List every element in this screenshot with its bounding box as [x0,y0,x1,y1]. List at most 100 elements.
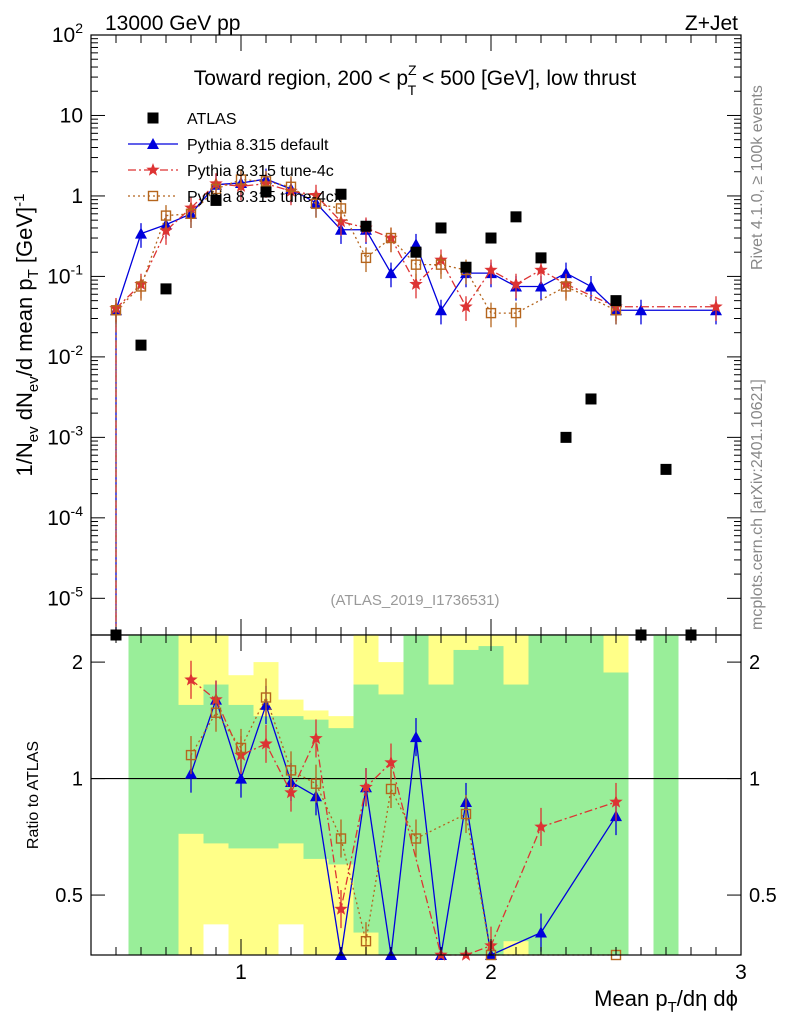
ratio-point [360,935,372,947]
atlas-data-point [560,431,572,443]
ratio-plot-panel: 0.5 0.5 1 1 2 2 1 2 3 Ratio to ATLAS Mean pT/dη … [25,634,777,1016]
band-green [153,635,179,955]
data-point [484,263,498,276]
tick-base: 10 [52,24,75,47]
atlas-data-point [610,295,622,307]
ratio-ytick-label-right: 2 [749,652,760,674]
tick-base: 10 [47,507,70,530]
data-point [260,176,272,187]
band-green [528,635,554,955]
main-ytick-label: 10-1 [47,261,83,288]
data-point [135,281,147,292]
ratio-point [260,692,272,703]
atlas-data-point [360,220,372,232]
data-point [485,307,497,319]
tick-exp: -2 [71,342,84,358]
main-ytick-label: 102 [52,20,83,47]
atlas-data-point [160,283,172,295]
legend-entry: ATLAS [147,111,237,128]
ylabel-c: /d mean p [12,278,37,376]
data-point [534,263,548,276]
atlas-data-point [485,232,497,244]
tick-base: 10 [47,587,70,610]
data-point [385,267,397,279]
data-point [560,281,572,292]
data-point [235,174,247,185]
legend-label: ATLAS [187,111,237,128]
ratio-point [460,808,472,820]
tick-base: 10 [47,426,70,449]
ratio-point [285,765,297,776]
ylabel-d-sup: -1 [11,194,28,207]
data-point [435,259,447,270]
ratio-ytick-label: 1 [72,769,83,791]
data-point [110,305,122,316]
ratio-xlabel: Mean pT/dη dϕ [594,986,738,1016]
band-green [378,694,404,955]
main-ytick-label: 10-3 [47,422,83,449]
legend-label: Pythia 8.315 tune-4cx [187,189,342,206]
data-point [210,183,222,195]
xtick-label: 2 [485,961,497,984]
ratio-point [410,731,422,743]
main-ytick-label: 10-5 [47,583,83,610]
tick-exp: -4 [71,503,84,519]
ratio-point [410,833,422,844]
data-point [409,277,423,290]
xtick-label: 3 [735,961,747,984]
data-point [459,299,473,313]
header-right: Z+Jet [685,12,738,35]
ratio-ytick-label-right: 0.5 [749,885,777,907]
data-point [560,267,572,279]
data-point [709,299,723,313]
ratio-point [235,772,247,784]
data-point [135,227,147,239]
main-ylabel: 1/Nev dNev/d mean pT [GeV]-1 [11,194,42,477]
atlas-data-point [210,194,222,206]
ratio-point [335,833,347,844]
tick-exp: -3 [71,422,84,438]
data-point [159,223,173,237]
data-point [410,259,422,270]
ratio-point [359,780,373,793]
atlas-data-point [460,261,472,273]
ratio-ytick-label-right: 1 [749,769,760,791]
tick-base: 10 [47,265,70,288]
ratio-point [210,707,222,718]
ratio-point [235,742,247,754]
atlas-data-point [135,339,147,351]
band-green [403,635,429,955]
ratio-point [385,783,397,795]
data-point [635,304,647,316]
data-point [435,304,447,316]
data-point [535,280,547,292]
xlabel-a: Mean p [594,986,667,1011]
plot-title-sup: Z [408,62,417,78]
plot-title-pre: Toward region, 200 < p [194,67,408,90]
ylabel-c-sub: T [25,269,42,278]
atlas-data-point [660,463,672,475]
band-green [578,635,604,955]
header-left: 13000 GeV pp [105,12,240,35]
legend-label: Pythia 8.315 tune-4c [187,163,334,180]
data-point [385,232,397,244]
band-green [428,684,454,955]
atlas-data-point [585,393,597,405]
data-point [509,277,523,290]
ylabel-b-sub: ev [25,376,42,392]
side-label-top: Rivet 4.1.0, ≥ 100k events [749,85,766,270]
ratio-point [259,736,273,750]
data-point [335,203,347,214]
ratio-ylabel: Ratio to ATLAS [25,741,42,849]
ratio-point [534,819,548,833]
band-green [353,684,379,933]
band-green [553,635,579,955]
band-green [503,684,529,942]
ylabel-b: dN [12,392,37,426]
ratio-point [185,749,197,761]
atlas-data-point [260,186,272,198]
band-green [653,635,679,955]
legend-entry: Pythia 8.315 default [128,137,329,154]
